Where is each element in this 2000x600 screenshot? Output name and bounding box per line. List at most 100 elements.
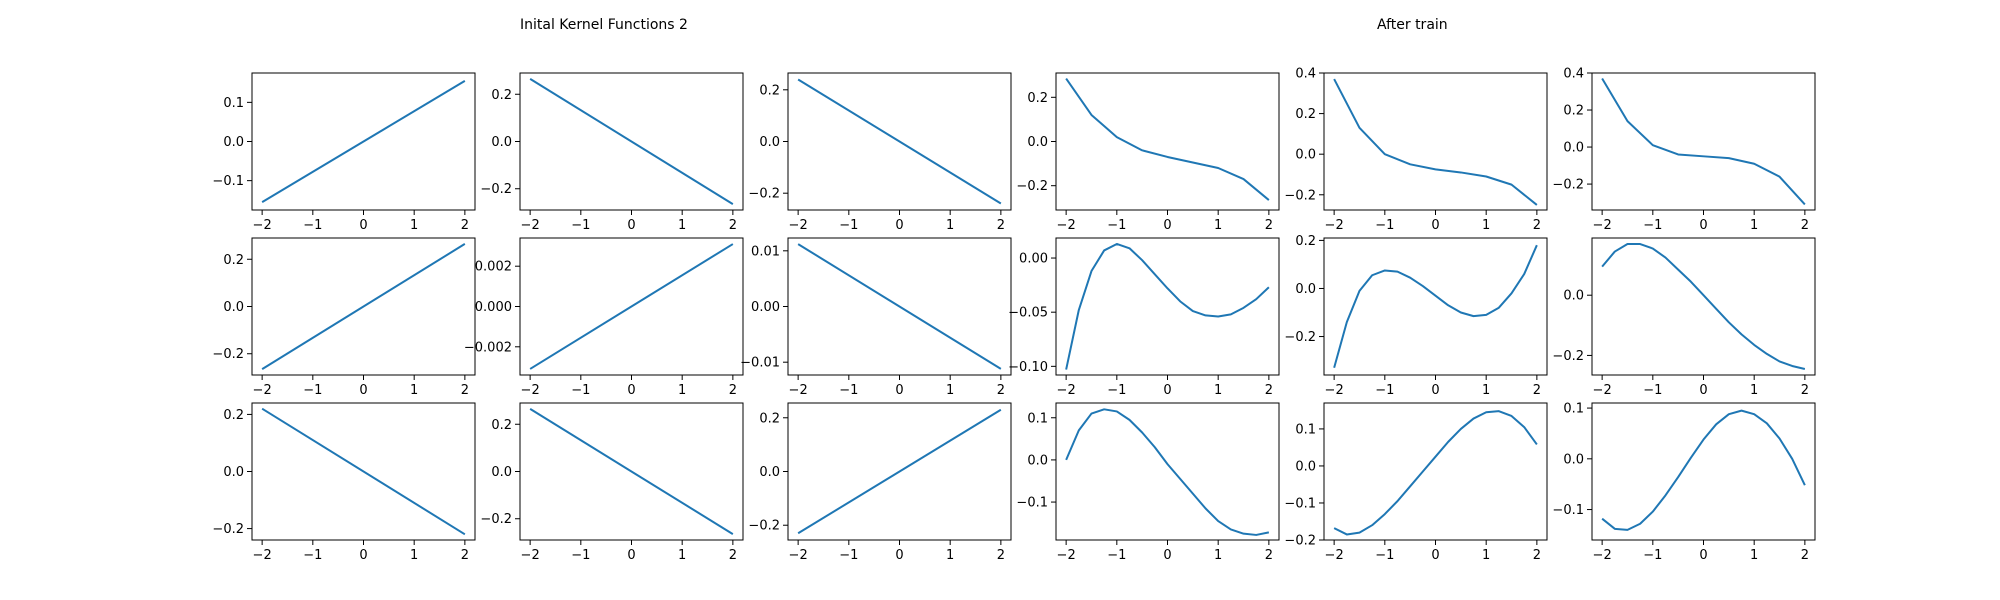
- y-tick-label: 0.0: [1295, 148, 1316, 163]
- x-tick-label: −2: [253, 218, 272, 233]
- x-tick-label: 0: [1431, 218, 1439, 233]
- x-tick-label: −2: [1593, 218, 1612, 233]
- series-line: [261, 243, 466, 370]
- y-tick-label: −0.2: [480, 182, 512, 197]
- x-tick-label: −1: [303, 548, 322, 563]
- plot-frame: [1323, 72, 1548, 211]
- series-line: [1065, 408, 1270, 536]
- x-tick-label: 2: [1533, 383, 1541, 398]
- y-tick-label: 0.00: [1019, 252, 1048, 267]
- plot-frame: [519, 237, 744, 376]
- x-tick-label: −2: [1593, 383, 1612, 398]
- y-tick-label: 0.1: [223, 96, 244, 111]
- x-tick-label: 0: [627, 383, 635, 398]
- series-line: [261, 407, 466, 536]
- x-tick-label: −1: [571, 548, 590, 563]
- x-tick-label: −1: [1643, 218, 1662, 233]
- x-tick-label: 1: [1750, 218, 1758, 233]
- y-tick-label: 0.1: [1295, 422, 1316, 437]
- y-tick-label: −0.2: [1284, 188, 1316, 203]
- subplot-0-1: −2 −1 0 1 2 −0.2 0.0 0.2: [480, 72, 744, 233]
- subplot-1-1: −2 −1 0 1 2 −0.002 0.000 0.002: [464, 237, 744, 398]
- x-tick-label: 2: [729, 383, 737, 398]
- x-tick-label: −2: [1057, 383, 1076, 398]
- y-tick-label: −0.002: [464, 340, 512, 355]
- x-tick-label: 1: [946, 548, 954, 563]
- subplot-0-3: −2 −1 0 1 2 −0.2 0.0 0.2: [1016, 72, 1280, 233]
- x-tick-label: 0: [359, 218, 367, 233]
- x-tick-label: 2: [729, 548, 737, 563]
- x-tick-label: −2: [521, 548, 540, 563]
- x-tick-label: 1: [410, 548, 418, 563]
- x-tick-label: 2: [1801, 548, 1809, 563]
- plot-frame: [787, 402, 1012, 541]
- y-tick-label: 0.002: [475, 260, 512, 275]
- x-tick-label: −1: [1375, 218, 1394, 233]
- y-tick-label: −0.2: [1016, 179, 1048, 194]
- y-tick-label: 0.0: [223, 300, 244, 315]
- x-tick-label: −1: [303, 218, 322, 233]
- x-tick-label: −1: [1375, 383, 1394, 398]
- x-tick-label: 2: [729, 218, 737, 233]
- series-line: [1333, 78, 1538, 206]
- plot-frame: [1591, 402, 1816, 541]
- series-line: [1065, 242, 1270, 370]
- x-tick-label: 0: [1699, 548, 1707, 563]
- subplot-grid: −2 −1 0 1 2 −0.1 0.0 0.1 −2 −1 0 1 2 −0.2 0.0 0.2 −2 −1 0 1…: [212, 67, 1816, 563]
- x-tick-label: 1: [1214, 218, 1222, 233]
- x-tick-label: 1: [410, 218, 418, 233]
- plot-frame: [787, 237, 1012, 376]
- x-tick-label: 1: [410, 383, 418, 398]
- x-tick-label: 1: [1482, 218, 1490, 233]
- x-tick-label: −2: [789, 383, 808, 398]
- x-tick-label: 2: [997, 218, 1005, 233]
- y-tick-label: −0.2: [212, 347, 244, 362]
- x-tick-label: 2: [461, 548, 469, 563]
- subplot-1-2: −2 −1 0 1 2 −0.01 0.00 0.01: [740, 237, 1012, 398]
- series-line: [261, 79, 466, 204]
- y-tick-label: 0.00: [751, 300, 780, 315]
- plot-frame: [1055, 72, 1280, 211]
- y-tick-label: 0.2: [491, 88, 512, 103]
- y-tick-label: −0.1: [1284, 496, 1316, 511]
- x-tick-label: 2: [1801, 218, 1809, 233]
- plot-frame: [1055, 237, 1280, 376]
- series-line: [797, 408, 1002, 535]
- y-tick-label: 0.01: [751, 244, 780, 259]
- x-tick-label: 1: [1750, 383, 1758, 398]
- series-line: [1601, 409, 1806, 531]
- subplot-2-5: −2 −1 0 1 2 −0.1 0.0 0.1: [1552, 402, 1816, 563]
- y-tick-label: 0.2: [223, 408, 244, 423]
- y-tick-label: 0.1: [1563, 402, 1584, 417]
- x-tick-label: 1: [1482, 383, 1490, 398]
- x-tick-label: −2: [1325, 383, 1344, 398]
- series-line: [1601, 243, 1806, 370]
- x-tick-label: −1: [1107, 548, 1126, 563]
- plot-frame: [1055, 402, 1280, 541]
- x-tick-label: −1: [839, 383, 858, 398]
- x-tick-label: −2: [1057, 218, 1076, 233]
- figure-title-left: Inital Kernel Functions 2: [520, 17, 688, 33]
- subplot-0-2: −2 −1 0 1 2 −0.2 0.0 0.2: [748, 72, 1012, 233]
- y-tick-label: 0.0: [1027, 135, 1048, 150]
- x-tick-label: 0: [627, 548, 635, 563]
- series-line: [1333, 410, 1538, 536]
- x-tick-label: −2: [521, 383, 540, 398]
- y-tick-label: 0.0: [223, 135, 244, 150]
- plot-frame: [1323, 237, 1548, 376]
- x-tick-label: 2: [1801, 383, 1809, 398]
- y-tick-label: 0.0: [1563, 141, 1584, 156]
- plot-frame: [251, 402, 476, 541]
- y-tick-label: 0.0: [491, 135, 512, 150]
- y-tick-label: 0.2: [1027, 91, 1048, 106]
- x-tick-label: 1: [1750, 548, 1758, 563]
- x-tick-label: −1: [1107, 218, 1126, 233]
- x-tick-label: 1: [1482, 548, 1490, 563]
- y-tick-label: 0.0: [223, 465, 244, 480]
- plot-frame: [519, 72, 744, 211]
- series-line: [1333, 244, 1538, 369]
- x-tick-label: 0: [1699, 218, 1707, 233]
- x-tick-label: 0: [1431, 383, 1439, 398]
- y-tick-label: 0.0: [759, 135, 780, 150]
